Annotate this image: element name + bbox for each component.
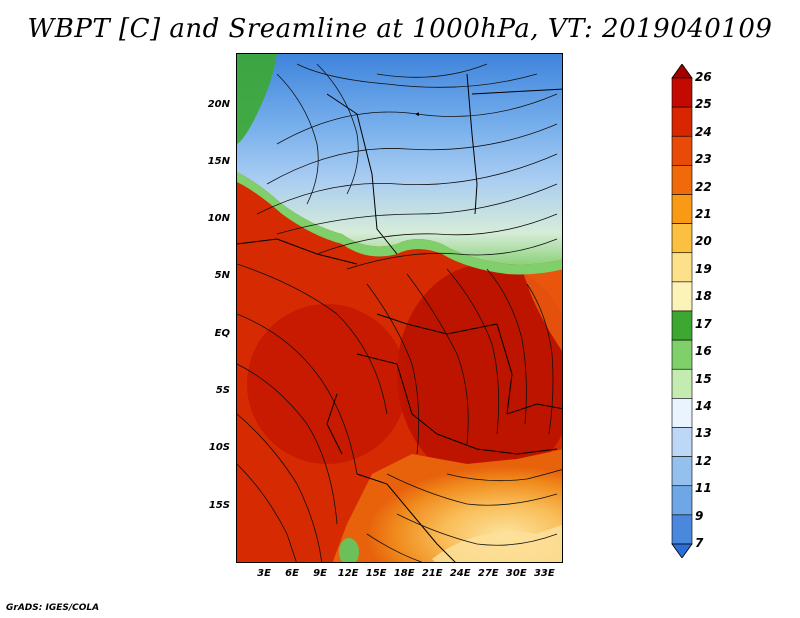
southern-pale-patch bbox=[432, 524, 562, 562]
lon-tick-label: 9E bbox=[313, 568, 327, 579]
grads-credit: GrADS: IGES/COLA bbox=[6, 603, 100, 613]
colorbar-label: 15 bbox=[695, 371, 712, 386]
colorbar-segment bbox=[671, 106, 693, 137]
colorbar-segment bbox=[671, 135, 693, 166]
country-borders bbox=[237, 73, 562, 562]
colorbar-label: 12 bbox=[695, 453, 712, 468]
colorbar-segment bbox=[671, 223, 693, 254]
colorbar bbox=[671, 64, 693, 558]
colorbar-label: 23 bbox=[695, 152, 712, 167]
lat-tick-label: 10N bbox=[207, 213, 230, 225]
lat-tick-label: 15S bbox=[208, 499, 230, 511]
colorbar-segment bbox=[671, 339, 693, 370]
colorbar-label: 26 bbox=[695, 70, 712, 84]
colorbar-segment bbox=[671, 368, 693, 399]
lat-tick-label: 20N bbox=[207, 98, 230, 110]
lon-tick-label: 18E bbox=[393, 568, 415, 579]
colorbar-label: 22 bbox=[695, 179, 712, 194]
colorbar-segment bbox=[671, 194, 693, 224]
colorbar-label: 21 bbox=[695, 207, 712, 222]
colorbar-label: 14 bbox=[695, 398, 712, 413]
colorbar-segment bbox=[671, 427, 693, 457]
lat-tick-label: 15N bbox=[207, 155, 230, 167]
colorbar-segment bbox=[671, 456, 693, 487]
colorbar-label: 9 bbox=[695, 508, 704, 523]
nw-green-strip bbox=[237, 54, 277, 144]
deep-red-core-east bbox=[397, 264, 562, 484]
lat-tick-label: 5N bbox=[214, 270, 230, 282]
colorbar-segment bbox=[671, 514, 693, 545]
colorbar-top-arrow bbox=[671, 64, 693, 79]
lon-tick-label: 15E bbox=[365, 568, 387, 579]
lon-tick-label: 24E bbox=[449, 568, 471, 579]
colorbar-label: 11 bbox=[695, 481, 712, 496]
colorbar-label: 25 bbox=[695, 97, 712, 112]
colorbar-label: 18 bbox=[695, 289, 712, 304]
wbpt-streamline-map bbox=[237, 54, 562, 562]
lon-tick-label: 21E bbox=[421, 568, 443, 579]
colorbar-label: 19 bbox=[695, 261, 712, 276]
transition-band bbox=[237, 172, 562, 275]
lat-tick-label: 10S bbox=[208, 442, 230, 454]
colorbar-segment bbox=[671, 485, 693, 516]
colorbar-label: 17 bbox=[695, 316, 712, 331]
colorbar-segment bbox=[671, 310, 693, 341]
colorbar-segment bbox=[671, 281, 693, 312]
streamlines bbox=[237, 63, 562, 562]
colorbar-segment bbox=[671, 398, 693, 428]
lat-tick-label: EQ bbox=[214, 327, 230, 339]
lon-tick-label: 30E bbox=[505, 568, 527, 579]
map-panel bbox=[236, 53, 563, 563]
lon-tick-label: 3E bbox=[257, 568, 271, 579]
colorbar-label: 20 bbox=[695, 234, 712, 249]
colorbar-segment bbox=[671, 165, 693, 195]
colorbar-label: 7 bbox=[695, 536, 704, 550]
colorbar-label: 24 bbox=[695, 124, 712, 139]
sw-green-blob bbox=[339, 538, 359, 562]
colorbar-segment bbox=[671, 77, 693, 108]
colorbar-bottom-arrow bbox=[671, 543, 693, 558]
lon-tick-label: 12E bbox=[337, 568, 359, 579]
colorbar-segment bbox=[671, 252, 693, 283]
colorbar-label: 13 bbox=[695, 426, 712, 441]
lon-tick-label: 33E bbox=[533, 568, 555, 579]
chart-title: WBPT [C] and Sreamline at 1000hPa, VT: 2… bbox=[27, 14, 773, 44]
colorbar-label: 16 bbox=[695, 344, 712, 359]
lat-tick-label: 5S bbox=[215, 385, 230, 397]
lon-tick-label: 27E bbox=[477, 568, 499, 579]
deep-red-core-west bbox=[247, 304, 407, 464]
lon-tick-label: 6E bbox=[285, 568, 299, 579]
northern-cool-region bbox=[237, 54, 562, 265]
